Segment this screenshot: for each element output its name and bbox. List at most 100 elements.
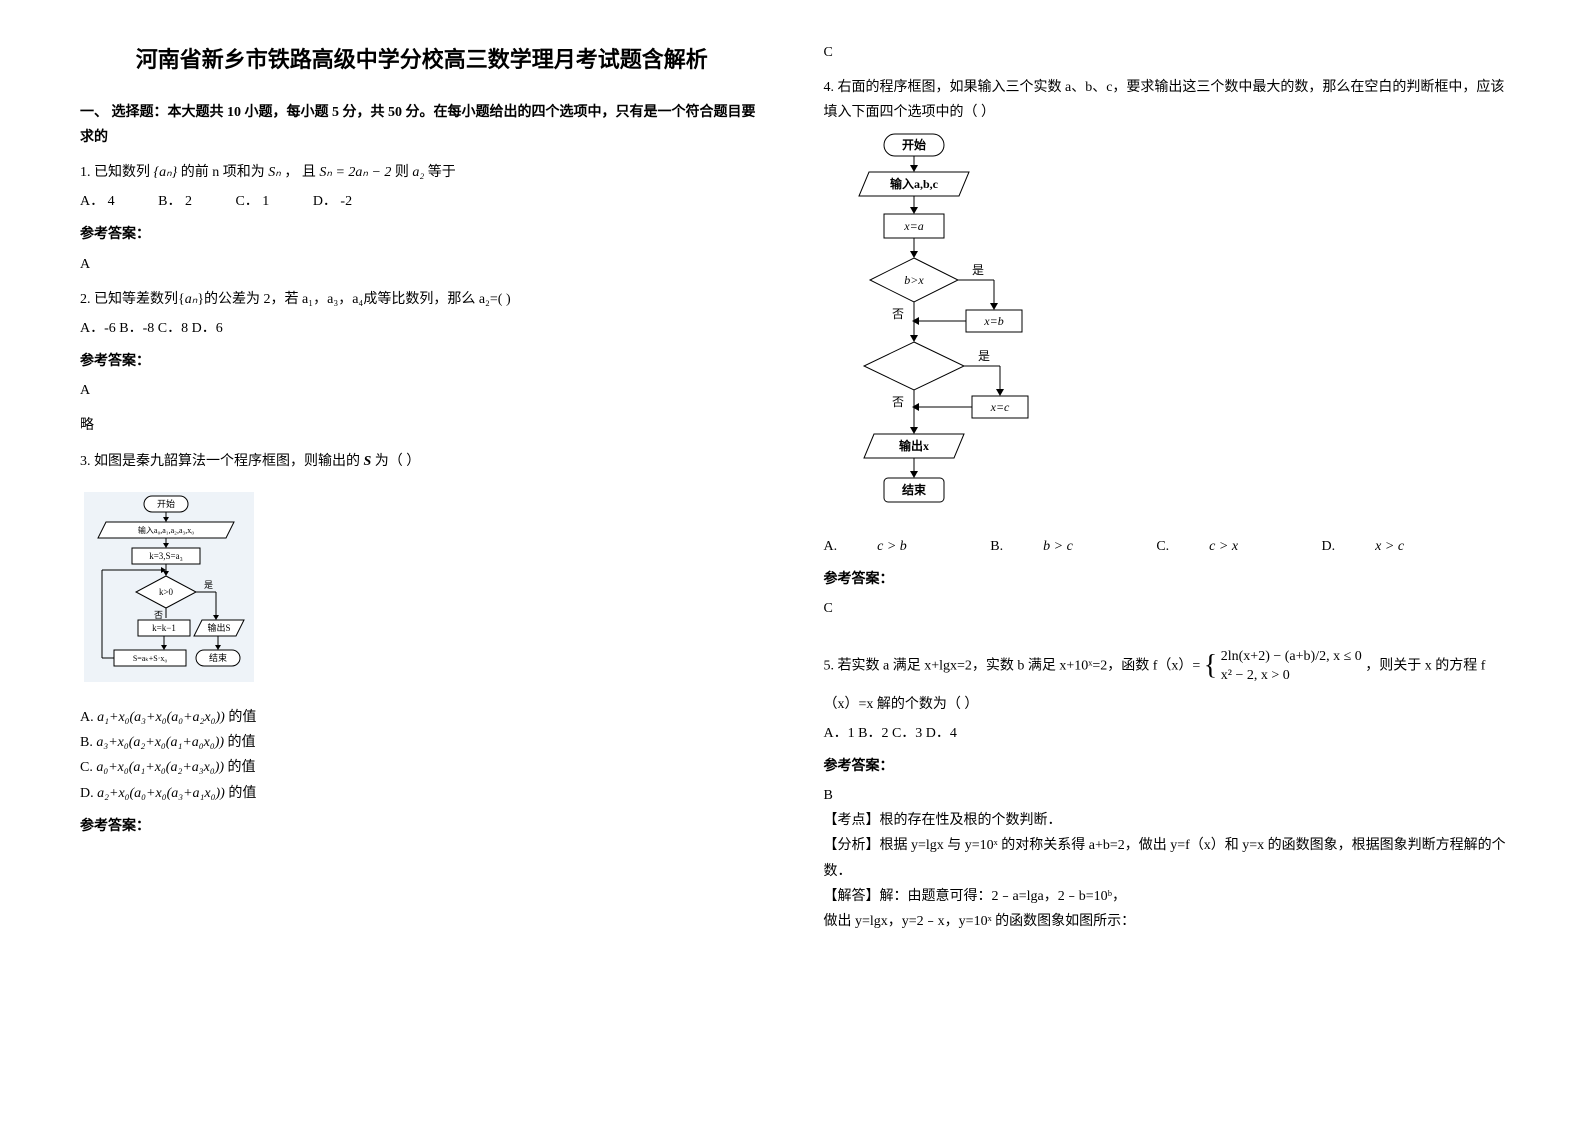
q5-piece1: 2ln(x+2) − (a+b)/2, x ≤ 0 [1221,647,1362,667]
right-column: C 4. 右面的程序框图，如果输入三个实数 a、b、c，要求输出这三个数中最大的… [824,40,1508,934]
q1-eq: Sₙ = 2aₙ − 2 [319,165,391,180]
q3-a-expr: a₁+x₀(a₃+x₀(a₀+a₂x₀)) [97,710,225,725]
qin-input: 输入a₀,a₁,a₂,a₃,x₀ [138,525,194,535]
kd-text: 根的存在性及根的个数判断． [880,813,1062,828]
q1-sn: Sₙ [268,165,281,180]
q3-b-pre: B. [80,735,96,750]
qin-step: k=k−1 [152,623,176,633]
q4-d: D. x > c [1322,534,1445,559]
qin-flow-svg: 开始 输入a₀,a₁,a₂,a₃,x₀ k=3,S=a₃ k>0 是 [84,492,254,682]
q2-ref-label: 参考答案： [80,349,764,374]
q3-b-post: 的值 [228,735,256,750]
q5-options: A．1 B．2 C．3 D．4 [824,721,1508,746]
max-flow-svg: 开始 输入a,b,c x=a b>x 是 x=b [824,130,1084,530]
qin-upd: S=aₖ+S·x₀ [133,654,168,663]
q1-options: A． 4 B． 2 C． 1 D． -2 [80,189,764,214]
q4-answer: C [824,596,1508,621]
fx-label: 【分析】 [824,838,880,853]
qin-out: 输出S [207,622,230,633]
qin-start: 开始 [157,498,175,509]
section-1-head: 一、 选择题：本大题共 10 小题，每小题 5 分，共 50 分。在每小题给出的… [80,100,764,150]
q1-opt-c: C． 1 [235,189,269,214]
q3-c-pre: C. [80,760,96,775]
q1-text-post: 则 [395,165,409,180]
q5-jieda: 【解答】解：由题意可得：2﹣a=lga，2﹣b=10ᵇ， [824,884,1508,909]
f-input: 输入a,b,c [889,176,938,191]
q3-opt-d: D. a₂+x₀(a₀+x₀(a₃+a₁x₀)) 的值 [80,781,764,806]
kd-label: 【考点】 [824,813,880,828]
f-start: 开始 [901,137,925,152]
q1-ref-label: 参考答案： [80,222,764,247]
q3-opt-a: A. a₁+x₀(a₃+x₀(a₀+a₂x₀)) 的值 [80,705,764,730]
q3-answer: C [824,40,1508,65]
q1-opt-d: D． -2 [313,189,352,214]
left-column: 河南省新乡市铁路高级中学分校高三数学理月考试题含解析 一、 选择题：本大题共 1… [80,40,764,934]
q3-end: 为（ ） [375,454,421,469]
q5-stem: 5. 若实数 a 满足 x+lgx=2，实数 b 满足 x+10ˣ=2，函数 f… [824,641,1508,717]
f-yes2: 是 [978,349,990,363]
q2-stem: 2. 已知等差数列{aₙ}的公差为 2，若 a₁，a₃，a₄成等比数列，那么 a… [80,287,764,312]
q3-a-pre: A. [80,710,97,725]
f-no1: 否 [892,307,904,321]
q3-a-post: 的值 [228,710,256,725]
f-out: 输出x [898,438,928,453]
q5-kaodian: 【考点】根的存在性及根的个数判断． [824,808,1508,833]
q1-opt-a: A． 4 [80,189,115,214]
jd-label: 【解答】 [824,889,880,904]
q3-d-post: 的值 [228,786,256,801]
q3-flowchart: 开始 输入a₀,a₁,a₂,a₃,x₀ k=3,S=a₃ k>0 是 [80,488,258,695]
doc-title: 河南省新乡市铁路高级中学分校高三数学理月考试题含解析 [80,40,764,80]
q5-jieda2: 做出 y=lgx，y=2﹣x，y=10ˣ 的函数图象如图所示： [824,909,1508,934]
f-xc: x=c [989,400,1009,414]
q4-c: C. c > x [1156,534,1278,559]
q4-flowchart: 开始 输入a,b,c x=a b>x 是 x=b [824,130,1508,530]
q3-text: 3. 如图是秦九韶算法一个程序框图，则输出的 [80,454,360,469]
q2-pre: 2. 已知等差数列{ [80,292,185,307]
f-no2: 否 [892,395,904,409]
q4-ref-label: 参考答案： [824,567,1508,592]
q4-options: A. c > b B. b > c C. c > x D. x > c [824,534,1508,559]
q5-fenxi: 【分析】根据 y=lgx 与 y=10ˣ 的对称关系得 a+b=2，做出 y=f… [824,833,1508,883]
f-xb: x=b [983,314,1003,328]
q2-options: A．-6 B．-8 C．8 D．6 [80,316,764,341]
qin-no: 否 [154,610,163,620]
qin-yes: 是 [204,580,213,590]
q4-stem: 4. 右面的程序框图，如果输入三个实数 a、b、c，要求输出这三个数中最大的数，… [824,75,1508,125]
f-yes1: 是 [972,263,984,277]
q3-d-expr: a₂+x₀(a₀+x₀(a₃+a₁x₀)) [97,786,225,801]
q2-mid: }的公差为 2，若 a₁，a₃，a₄成等比数列，那么 a₂=( ) [197,292,510,307]
q2-answer: A [80,378,764,403]
q1-text-mid2: ， 且 [284,165,316,180]
q5-pre: 5. 若实数 a 满足 x+lgx=2，实数 b 满足 x+10ˣ=2，函数 f… [824,659,1201,674]
q3-stem: 3. 如图是秦九韶算法一个程序框图，则输出的 S 为（ ） [80,449,764,474]
q3-S: S [364,454,372,469]
q3-b-expr: a₃+x₀(a₂+x₀(a₁+a₀x₀)) [96,735,224,750]
q1-answer: A [80,252,764,277]
q1-stem: 1. 已知数列 {aₙ} 的前 n 项和为 Sₙ ， 且 Sₙ = 2aₙ − … [80,160,764,185]
q1-opt-b: B． 2 [158,189,192,214]
q2-an: aₙ [185,292,198,307]
q1-text-mid1: 的前 n 项和为 [181,165,265,180]
q5-answer: B [824,783,1508,808]
f-xa: x=a [903,219,923,233]
q1-seq: {aₙ} [154,165,178,180]
f-end: 结束 [901,482,926,497]
q1-a2: a₂ [412,165,424,180]
qin-init: k=3,S=a₃ [149,551,183,561]
q3-ref-label: 参考答案： [80,814,764,839]
q4-b: B. b > c [990,534,1113,559]
q3-d-pre: D. [80,786,97,801]
q1-text-end: 等于 [428,165,456,180]
q2-note: 略 [80,413,764,438]
q3-c-expr: a₀+x₀(a₁+x₀(a₂+a₃x₀)) [96,760,224,775]
q1-text-pre: 1. 已知数列 [80,165,150,180]
q4-a: A. c > b [824,534,947,559]
jd-text1: 解：由题意可得：2﹣a=lga，2﹣b=10ᵇ， [880,889,1126,904]
q5-piecewise: { 2ln(x+2) − (a+b)/2, x ≤ 0 x² − 2, x > … [1204,641,1362,691]
qin-end: 结束 [209,652,227,663]
q5-ref-label: 参考答案： [824,754,1508,779]
qin-cond: k>0 [159,587,174,597]
q5-piece2: x² − 2, x > 0 [1221,666,1362,686]
f-bx: b>x [904,273,924,287]
q3-opt-c: C. a₀+x₀(a₁+x₀(a₂+a₃x₀)) 的值 [80,755,764,780]
